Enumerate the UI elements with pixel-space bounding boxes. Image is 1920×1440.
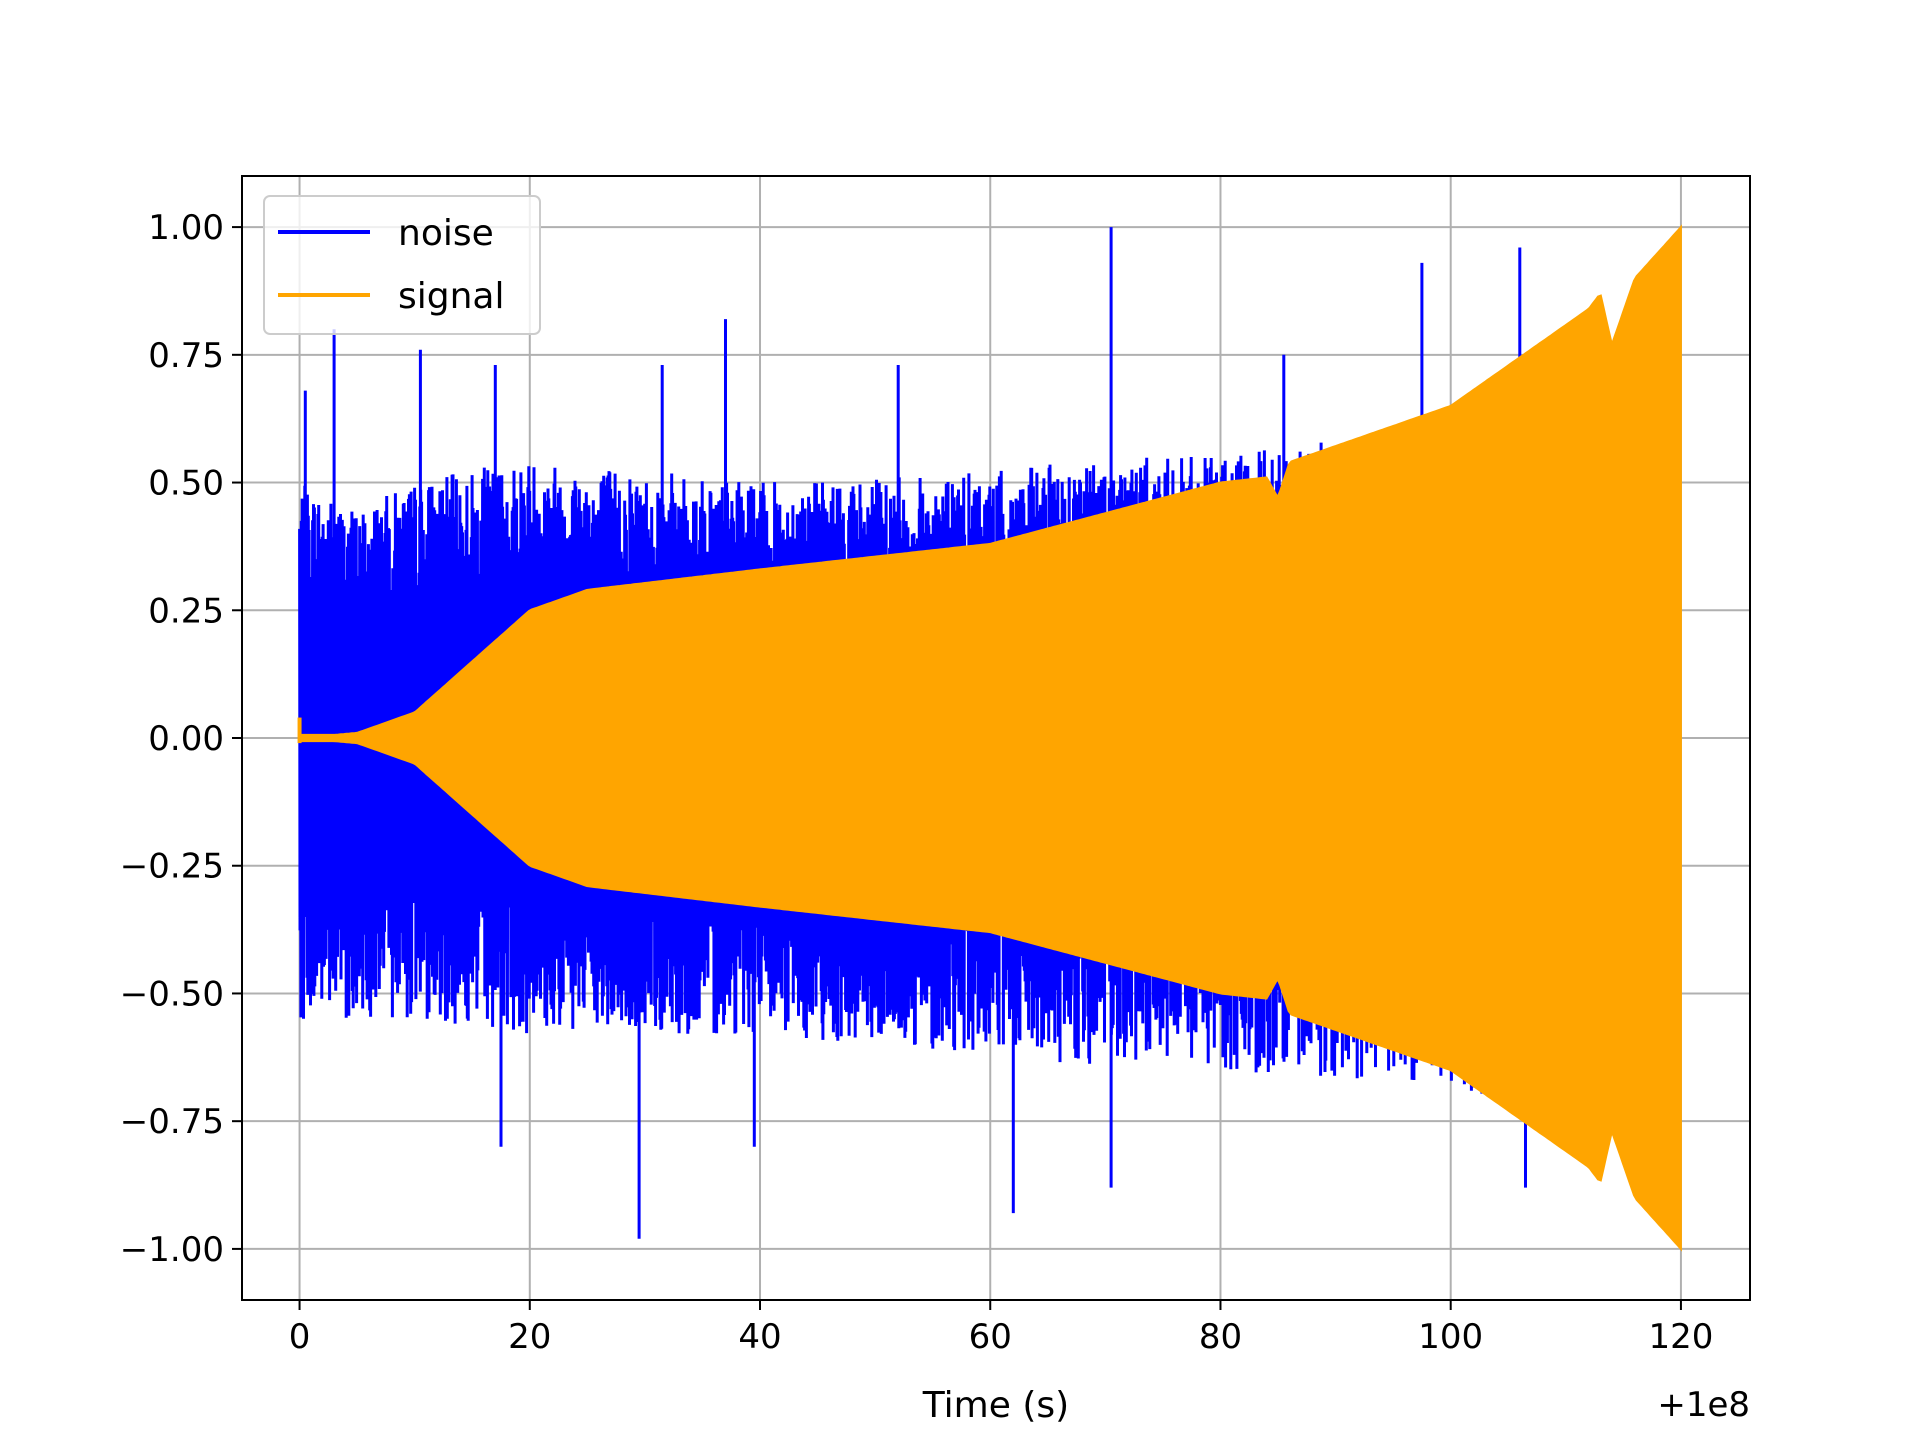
- y-tick-label: −1.00: [120, 1230, 224, 1270]
- legend-label-noise: noise: [398, 213, 494, 254]
- y-tick-label: 0.75: [148, 336, 224, 376]
- x-axis-offset-label: +1e8: [1657, 1385, 1750, 1425]
- y-tick-label: 0.25: [148, 591, 224, 631]
- x-tick-label: 40: [738, 1317, 781, 1357]
- plot-area: [297, 224, 1682, 1252]
- y-tick-label: 0.50: [148, 464, 224, 504]
- x-tick-label: 0: [289, 1317, 311, 1357]
- x-axis-label: Time (s): [922, 1385, 1069, 1426]
- x-tick-label: 20: [508, 1317, 551, 1357]
- x-tick-label: 100: [1418, 1317, 1483, 1357]
- y-tick-label: 0.00: [148, 719, 224, 759]
- y-tick-label: 1.00: [148, 208, 224, 248]
- y-tick-label: −0.50: [120, 974, 224, 1014]
- legend-label-signal: signal: [398, 276, 505, 317]
- y-tick-label: −0.75: [120, 1102, 224, 1142]
- x-tick-label: 80: [1199, 1317, 1242, 1357]
- x-axis: 0 20 40 60 80 100 120: [289, 1300, 1713, 1357]
- series-area-signal: [298, 224, 1682, 1252]
- x-tick-label: 120: [1648, 1317, 1713, 1357]
- x-tick-label: 60: [969, 1317, 1012, 1357]
- y-axis: 1.00 0.75 0.50 0.25 0.00 −0.25 −0.50 −0.75 −1.00: [120, 208, 242, 1270]
- y-tick-label: −0.25: [120, 847, 224, 887]
- legend: noise signal: [263, 195, 541, 335]
